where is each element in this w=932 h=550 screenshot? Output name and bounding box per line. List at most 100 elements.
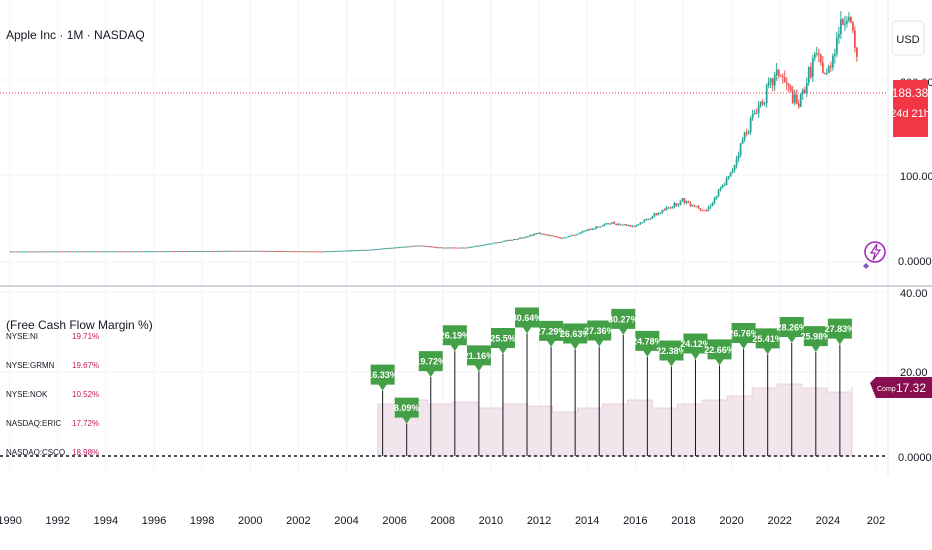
candle-body — [236, 250, 239, 252]
candle-body — [202, 250, 205, 252]
time-axis-label: 2018 — [671, 515, 695, 527]
candle-body — [478, 245, 481, 247]
time-axis-label: 1990 — [0, 515, 22, 527]
currency-button[interactable] — [891, 20, 925, 56]
candle-body — [79, 251, 82, 253]
candle-body — [589, 229, 592, 231]
candle-body — [627, 225, 630, 227]
candle-body — [21, 251, 24, 253]
fcf-data-label: 22.38% — [656, 346, 687, 356]
candle-body — [47, 251, 50, 253]
candle-body — [204, 250, 207, 252]
candle-body — [452, 247, 455, 249]
candle-body — [264, 250, 267, 252]
candle-body — [591, 229, 594, 231]
candle-body — [713, 198, 716, 203]
price-pane[interactable] — [0, 11, 888, 253]
indicator-pane[interactable]: 16.33% 8.09% 19.72% 26.19% 21.16% 25.5% 30.64%… — [0, 307, 888, 457]
candle-body — [503, 240, 505, 242]
candle-body — [226, 250, 229, 252]
candle-body — [535, 233, 537, 235]
candle-body — [854, 30, 856, 48]
price-badge — [893, 80, 928, 137]
candle-body — [49, 251, 52, 253]
candle-body — [340, 250, 343, 252]
candle-body — [843, 23, 846, 25]
candle-body — [254, 250, 257, 252]
candle-body — [366, 249, 369, 251]
candle-body — [683, 198, 686, 203]
fcf-data-label-box — [707, 339, 732, 366]
comparison-list: NYSE:NI 19.71% NYSE:GRMN 19.67% NYSE:NOK 10.5… — [6, 332, 99, 457]
candle-body — [298, 251, 301, 253]
candle-body — [725, 178, 728, 185]
candle-body — [470, 246, 473, 248]
candle-body — [328, 251, 331, 253]
candle-body — [685, 201, 688, 203]
candle-body — [31, 251, 34, 253]
candle-body — [344, 250, 347, 252]
candle-body — [821, 62, 824, 74]
candle-body — [388, 247, 391, 249]
candle-body — [304, 251, 307, 253]
candle-body — [101, 251, 104, 253]
candle-body — [539, 232, 541, 235]
candle-body — [95, 251, 98, 253]
candle-body — [611, 222, 614, 224]
fcf-data-label: 22.66% — [704, 345, 735, 355]
price-axis-label-100: 100.00 — [900, 171, 932, 183]
time-axis-label: 1996 — [142, 515, 166, 527]
time-axis-label: 202 — [867, 515, 885, 527]
candle-body — [190, 251, 193, 253]
candle-body — [779, 75, 782, 77]
candle-body — [9, 251, 12, 253]
candle-body — [693, 205, 696, 207]
candle-body — [829, 66, 832, 68]
candle-body — [543, 233, 545, 235]
candle-body — [849, 16, 852, 23]
candle-body — [785, 82, 788, 84]
candle-body — [795, 94, 798, 104]
lightning-icon[interactable] — [863, 241, 886, 269]
candle-body — [807, 67, 810, 83]
candle-body — [188, 251, 191, 253]
candle-body — [665, 207, 668, 211]
time-axis-label: 1994 — [94, 515, 118, 527]
candle-body — [320, 251, 323, 253]
candle-body — [811, 58, 814, 78]
candle-body — [250, 250, 253, 252]
price-axis[interactable]: USD 200.00 100.00 0.0000 188.38 24d 21h — [890, 20, 932, 268]
indicator-axis[interactable]: 40.00 20.00 0.0000 Compa 17.32 — [870, 288, 932, 464]
candle-body — [681, 198, 684, 201]
candle-body — [194, 250, 197, 252]
candle-body — [489, 243, 491, 245]
candle-body — [260, 250, 263, 252]
candle-body — [619, 223, 622, 225]
grid — [0, 0, 889, 475]
candle-body — [266, 250, 269, 252]
candle-body — [699, 208, 702, 210]
candle-body — [314, 251, 317, 253]
candle-body — [450, 247, 453, 249]
fcf-data-label: 19.72% — [415, 357, 446, 367]
candle-body — [737, 155, 740, 159]
candle-body — [162, 251, 164, 253]
candle-body — [607, 223, 610, 225]
candle-body — [436, 247, 439, 249]
fcf-data-label: 27.83% — [825, 324, 856, 334]
compare-value-box — [896, 377, 928, 398]
fcf-data-label-box — [635, 330, 660, 357]
candle-body — [238, 250, 241, 252]
candle-body — [466, 247, 469, 249]
comparison-value: 10.52% — [72, 390, 99, 399]
candle-body — [332, 250, 335, 252]
candle-body — [11, 251, 14, 253]
candle-body — [487, 243, 489, 245]
candle-body — [845, 20, 848, 24]
candle-body — [422, 245, 425, 247]
time-axis[interactable]: 1990 1992 1994 1996 1998 2000 2002 2004 2006 2008… — [0, 515, 885, 527]
candle-body — [677, 204, 680, 206]
candle-body — [29, 251, 32, 253]
fcf-data-label-box — [466, 345, 491, 372]
